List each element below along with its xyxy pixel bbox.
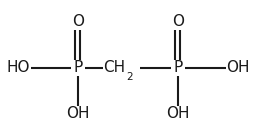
Text: O: O bbox=[72, 14, 84, 30]
Text: HO: HO bbox=[6, 60, 30, 75]
Text: CH: CH bbox=[102, 60, 124, 75]
Text: P: P bbox=[173, 60, 182, 75]
Text: 2: 2 bbox=[125, 72, 132, 82]
Text: OH: OH bbox=[66, 105, 89, 121]
Text: P: P bbox=[73, 60, 82, 75]
Text: O: O bbox=[171, 14, 183, 30]
Text: OH: OH bbox=[166, 105, 189, 121]
Text: OH: OH bbox=[225, 60, 249, 75]
